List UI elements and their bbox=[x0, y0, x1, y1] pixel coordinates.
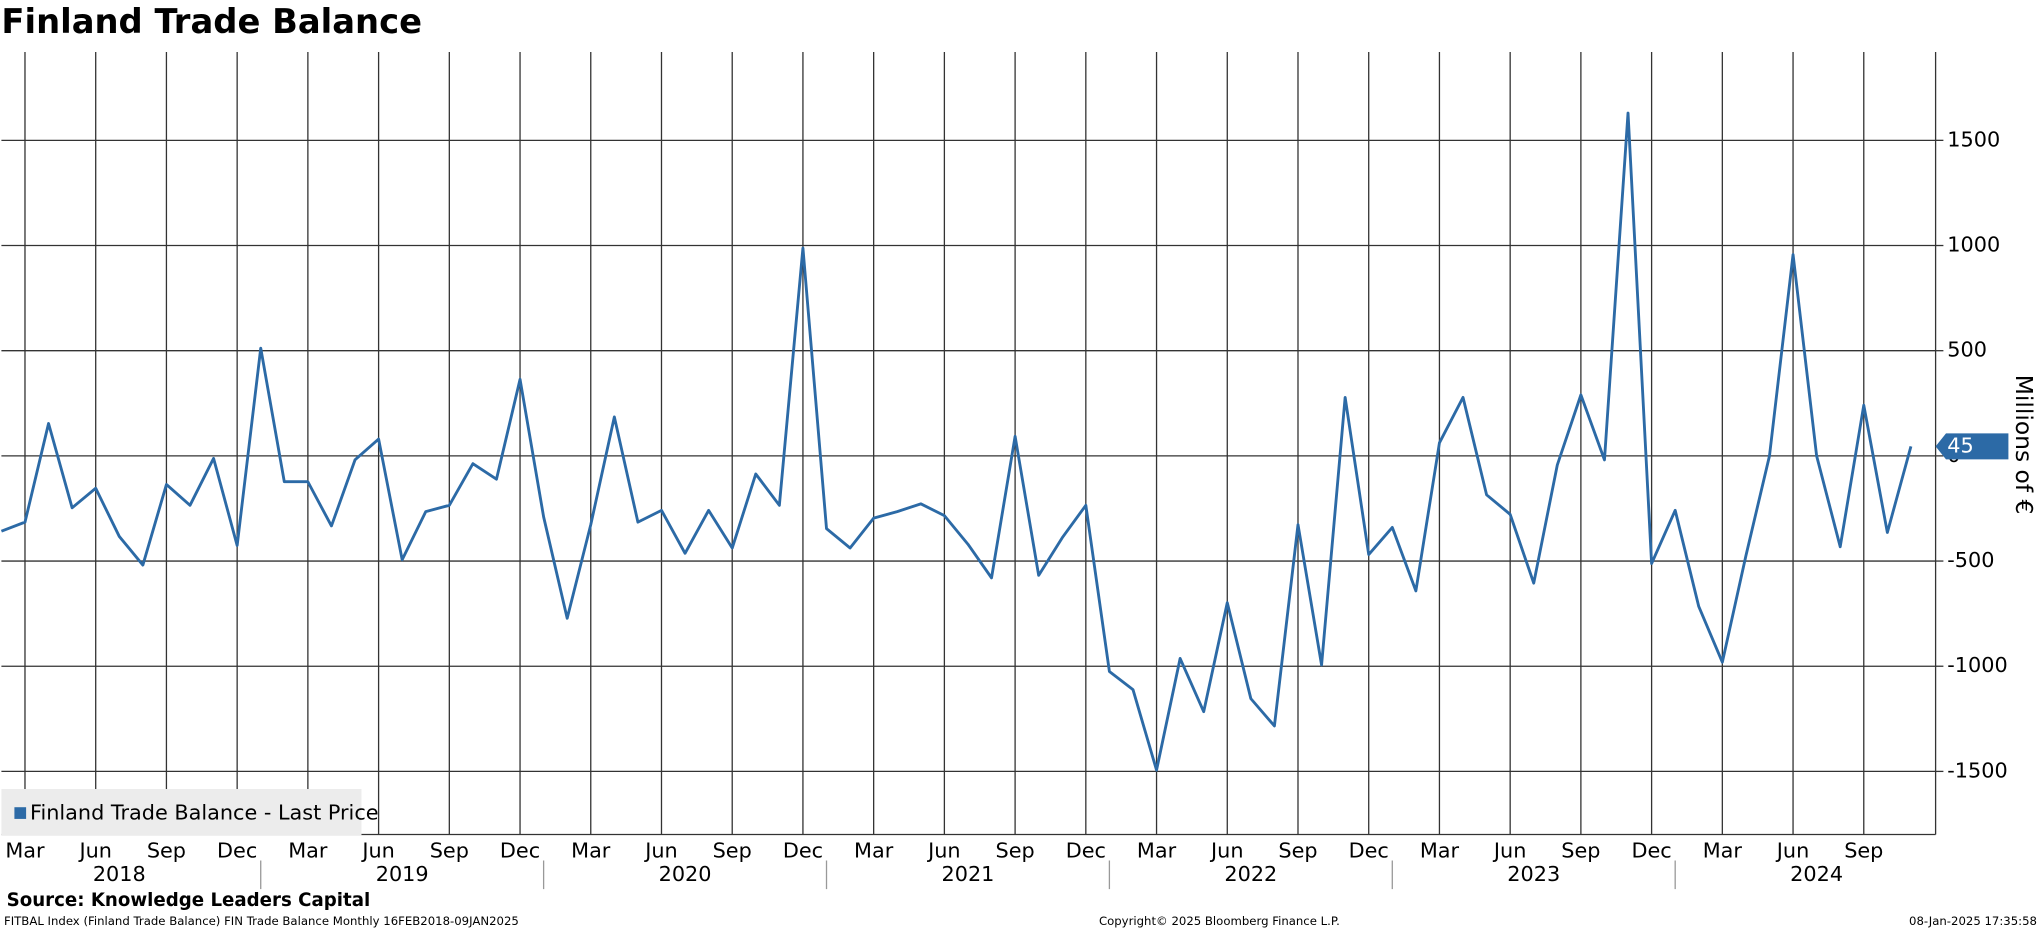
legend-box bbox=[1, 789, 362, 836]
y-tick-label: 1500 bbox=[1947, 127, 2000, 151]
x-tick-label: Mar bbox=[854, 838, 894, 862]
chart-title: Finland Trade Balance bbox=[1, 2, 422, 41]
x-tick-label: Jun bbox=[77, 838, 111, 862]
y-tick-label: 1000 bbox=[1947, 233, 2000, 257]
x-tick-label: Jun bbox=[1209, 838, 1243, 862]
x-tick-label: Jun bbox=[1492, 838, 1526, 862]
y-tick-label: 500 bbox=[1947, 338, 1987, 362]
series-line bbox=[0, 111, 1913, 772]
x-tick-label: Dec bbox=[500, 838, 540, 862]
x-tick-label: Sep bbox=[1278, 838, 1317, 862]
x-tick-label: Sep bbox=[1561, 838, 1600, 862]
x-tick-label: Mar bbox=[288, 838, 328, 862]
x-tick-label: Mar bbox=[1703, 838, 1743, 862]
y-tick-label: -500 bbox=[1947, 548, 1994, 572]
year-label: 2020 bbox=[659, 862, 712, 886]
last-value-label: 45 bbox=[1947, 433, 1973, 457]
x-tick-label: Dec bbox=[1066, 838, 1106, 862]
legend-label: Finland Trade Balance - Last Price bbox=[30, 801, 379, 825]
x-tick-label: Mar bbox=[5, 838, 45, 862]
x-tick-label: Mar bbox=[1420, 838, 1460, 862]
x-tick-label: Sep bbox=[430, 838, 469, 862]
x-tick-label: Jun bbox=[1775, 838, 1809, 862]
x-tick-label: Sep bbox=[996, 838, 1035, 862]
year-label: 2024 bbox=[1790, 862, 1843, 886]
x-tick-label: Mar bbox=[571, 838, 611, 862]
year-label: 2022 bbox=[1224, 862, 1277, 886]
last-value-tag bbox=[1935, 433, 2009, 460]
x-tick-label: Dec bbox=[1631, 838, 1671, 862]
copyright: Copyright© 2025 Bloomberg Finance L.P. bbox=[1099, 914, 1340, 928]
x-tick-label: Mar bbox=[1137, 838, 1177, 862]
x-tick-label: Sep bbox=[1844, 838, 1883, 862]
year-label: 2019 bbox=[376, 862, 429, 886]
x-tick-label: Jun bbox=[643, 838, 677, 862]
year-label: 2018 bbox=[93, 862, 146, 886]
source: Source: Knowledge Leaders Capital bbox=[7, 890, 371, 911]
x-tick-label: Sep bbox=[147, 838, 186, 862]
year-label: 2021 bbox=[942, 862, 995, 886]
year-label: 2023 bbox=[1507, 862, 1560, 886]
x-tick-label: Dec bbox=[783, 838, 823, 862]
x-tick-label: Jun bbox=[360, 838, 394, 862]
legend-swatch bbox=[14, 807, 27, 819]
x-tick-label: Sep bbox=[713, 838, 752, 862]
y-tick-label: -1500 bbox=[1947, 758, 2007, 782]
x-tick-label: Jun bbox=[926, 838, 960, 862]
timestamp: 08-Jan-2025 17:35:58 bbox=[1909, 914, 2037, 928]
footer-info: FITBAL Index (Finland Trade Balance) FIN… bbox=[4, 914, 519, 928]
x-tick-label: Dec bbox=[1349, 838, 1389, 862]
y-tick-label: -1000 bbox=[1947, 653, 2007, 677]
x-tick-label: Dec bbox=[217, 838, 257, 862]
y-axis-label: Millions of € bbox=[2010, 375, 2038, 515]
